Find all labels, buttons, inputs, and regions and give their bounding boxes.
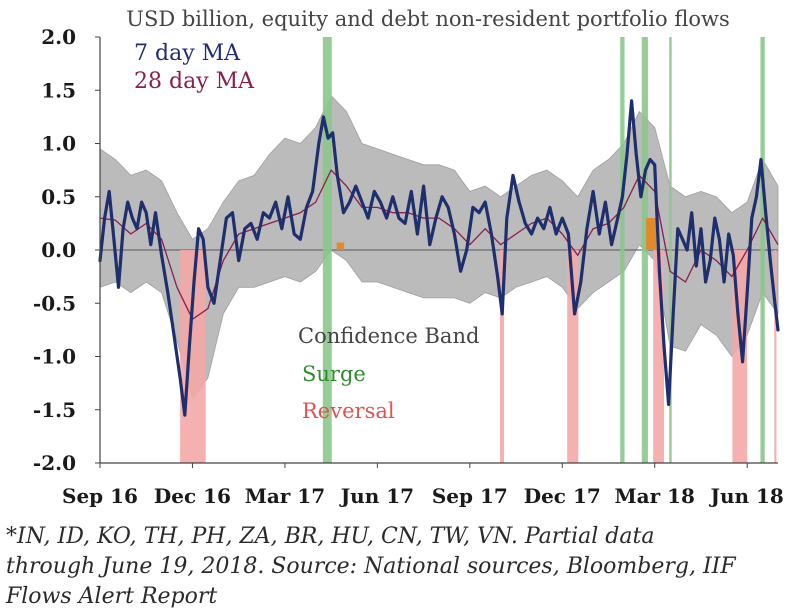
surge-period-3 — [669, 37, 672, 463]
x-tick-label-6: Mar 18 — [615, 484, 695, 508]
x-tick-label-2: Mar 17 — [245, 484, 325, 508]
x-tick-label-5: Dec 17 — [524, 484, 601, 508]
overlap-period-0 — [336, 242, 345, 250]
x-tick-label-0: Sep 16 — [62, 484, 138, 508]
y-tick-label-6: -1.0 — [33, 345, 76, 369]
y-tick-label-0: 2.0 — [41, 25, 76, 49]
y-tick-label-1: 1.5 — [41, 78, 76, 102]
series-28-day-ma — [99, 169, 779, 320]
overlap-period-1 — [646, 218, 657, 250]
footnote: *IN, ID, KO, TH, PH, ZA, BR, HU, CN, TW,… — [6, 522, 798, 612]
confidence-band-label: Confidence Band — [298, 324, 479, 348]
reversal-period-5 — [774, 250, 777, 463]
y-tick-label-4: 0.0 — [41, 238, 76, 262]
y-tick-label-3: 0.5 — [41, 185, 76, 209]
reversal-period-3 — [653, 250, 664, 463]
chart-title: USD billion, equity and debt non-residen… — [126, 7, 730, 31]
surge-period-1 — [620, 37, 625, 463]
reversal-period-1 — [500, 250, 505, 463]
x-tick-label-7: Jun 18 — [709, 484, 784, 508]
footnote-line-2: through June 19, 2018. Source: National … — [6, 554, 736, 579]
y-tick-label-5: -0.5 — [33, 291, 76, 315]
x-tick-label-1: Dec 16 — [154, 484, 231, 508]
surge-period-0 — [322, 37, 332, 463]
series-lines-layer — [98, 99, 780, 417]
series-7-day-ma — [98, 99, 780, 417]
x-tick-label-3: Jun 17 — [339, 484, 414, 508]
footnote-line-1: *IN, ID, KO, TH, PH, ZA, BR, HU, CN, TW,… — [6, 524, 655, 549]
x-tick-label-4: Sep 17 — [432, 484, 508, 508]
surge-label: Surge — [302, 362, 366, 386]
surge-period-4 — [760, 37, 765, 463]
y-tick-label-7: -1.5 — [33, 398, 76, 422]
y-tick-label-8: -2.0 — [33, 451, 76, 475]
axes-layer: 2.0 1.5 1.0 0.5 0.0 -0.5 -1.0 -1.5 -2.0 Sep 16 Dec… — [33, 25, 784, 508]
period-shading-layer — [180, 37, 777, 463]
y-tick-label-2: 1.0 — [41, 132, 76, 156]
legend-28day-label: 28 day MA — [134, 69, 255, 94]
footnote-line-3: Flows Alert Report — [6, 584, 218, 609]
reversal-period-2 — [567, 250, 579, 463]
legend-7day-label: 7 day MA — [134, 41, 241, 66]
surge-period-2 — [641, 37, 648, 463]
reversal-label: Reversal — [302, 399, 395, 423]
